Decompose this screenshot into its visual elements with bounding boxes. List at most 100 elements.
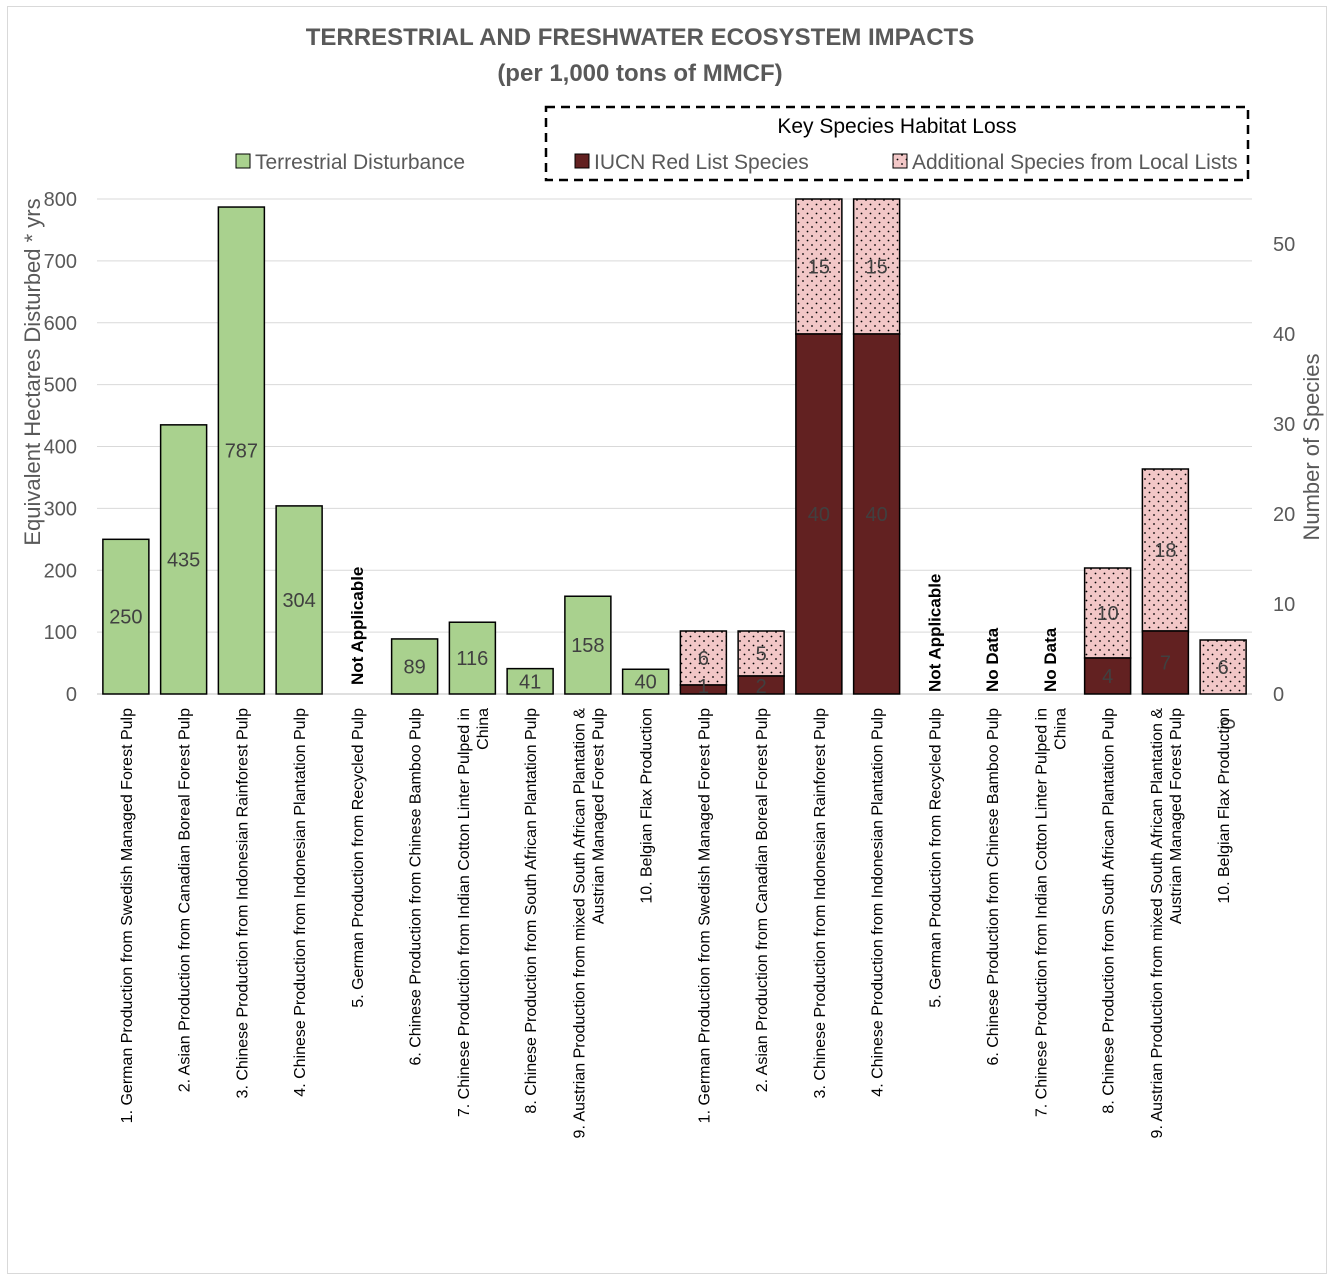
category-label: 6. Chinese Production from Chinese Bambo… (985, 708, 1002, 1066)
terrestrial-bar (506, 667, 554, 695)
iucn-species-bar (852, 333, 901, 695)
category-label: Austrian Managed Forest Pulp (590, 708, 607, 924)
terrestrial-note: Not Applicable (348, 567, 367, 685)
right-axis-ticks: 0 10 20 30 40 50 (1273, 234, 1295, 706)
iucn-species-bar (1141, 630, 1190, 695)
iucn-value-label: 2 (756, 676, 767, 698)
local-species-bar (1199, 639, 1247, 695)
terrestrial-bar (564, 595, 612, 695)
iucn-value-label: 40 (808, 504, 830, 526)
category-label: 2. Asian Production from Canadian Boreal… (177, 708, 194, 1092)
terrestrial-value-label: 158 (571, 635, 604, 657)
species-note: No Data (1041, 627, 1060, 692)
local-species-bar (679, 630, 728, 686)
terrestrial-value-label: 304 (282, 590, 315, 612)
iucn-value-label: 0 (1218, 718, 1240, 729)
category-label: 5. German Production from Recycled Pulp (350, 708, 367, 1008)
iucn-value-label: 7 (1160, 653, 1171, 675)
local-value-label: 6 (1218, 657, 1229, 679)
iucn-value-label: 40 (866, 504, 888, 526)
local-species-bar (795, 198, 843, 335)
species-note: No Data (983, 627, 1002, 692)
iucn-species-bar (679, 684, 728, 695)
terrestrial-bar (390, 638, 439, 695)
terrestrial-value-label: 250 (109, 607, 142, 629)
local-value-label: 5 (756, 644, 767, 666)
iucn-value-label: 4 (1102, 666, 1113, 688)
right-tick-label: 20 (1273, 504, 1295, 526)
left-tick-label: 100 (44, 622, 77, 644)
right-tick-label: 30 (1273, 414, 1295, 436)
iucn-species-bar (1083, 657, 1132, 695)
terrestrial-bar (217, 206, 266, 695)
left-tick-label: 400 (44, 437, 77, 459)
chart-frame (7, 6, 1327, 1274)
bar-notes: Not Applicable Not Applicable No Data No Da… (348, 567, 1060, 692)
gridlines (97, 198, 1252, 695)
terrestrial-value-label: 40 (635, 672, 657, 694)
category-label: 7. Chinese Production from Indian Cotton… (456, 708, 473, 1117)
category-label: 10. Belgian Flax Production (639, 708, 656, 904)
category-label: 1. German Production from Swedish Manage… (696, 708, 713, 1123)
legend-swatch-terrestrial (235, 153, 251, 169)
iucn-species-bar (795, 333, 843, 695)
local-species-bar (737, 630, 785, 677)
left-tick-label: 700 (44, 251, 77, 273)
category-label: 10. Belgian Flax Production (1216, 708, 1233, 904)
terrestrial-bar (448, 621, 497, 695)
legend-swatch-iucn (574, 153, 590, 169)
legend: Key Species Habitat Loss Terrestrial Dis… (235, 105, 1250, 182)
terrestrial-value-label: 787 (225, 441, 258, 463)
bars (102, 198, 1247, 695)
legend-group-box (544, 105, 1250, 182)
category-label: China (1052, 708, 1069, 750)
category-label: 9. Austrian Production from mixed South … (1149, 708, 1166, 1139)
terrestrial-value-label: 116 (456, 648, 488, 670)
local-species-bar (1083, 567, 1132, 659)
category-label: 4. Chinese Production from Indonesian Pl… (870, 708, 887, 1097)
right-tick-label: 10 (1273, 594, 1295, 616)
category-label: 1. German Production from Swedish Manage… (119, 708, 136, 1123)
category-label: 2. Asian Production from Canadian Boreal… (754, 708, 771, 1092)
category-label: 4. Chinese Production from Indonesian Pl… (292, 708, 309, 1097)
terrestrial-value-label: 435 (167, 549, 200, 571)
right-tick-label: 50 (1273, 234, 1295, 256)
right-tick-label: 40 (1273, 324, 1295, 346)
left-tick-label: 0 (66, 684, 77, 706)
legend-label-iucn: IUCN Red List Species (594, 151, 809, 174)
legend-group-title: Key Species Habitat Loss (777, 115, 1016, 138)
left-axis-label: Equivalent Hectares Disturbed * yrs (20, 198, 45, 545)
right-tick-label: 0 (1273, 684, 1284, 706)
terrestrial-bar (621, 668, 670, 695)
terrestrial-bar (275, 505, 323, 695)
left-axis-ticks: 0 100 200 300 400 500 600 700 800 (44, 189, 77, 706)
chart-title: TERRESTRIAL AND FRESHWATER ECOSYSTEM IMP… (306, 24, 974, 51)
local-value-label: 15 (866, 257, 888, 279)
category-label: Austrian Managed Forest Pulp (1168, 708, 1185, 924)
local-value-label: 6 (698, 648, 709, 670)
category-label: 5. German Production from Recycled Pulp (927, 708, 944, 1008)
local-value-label: 18 (1154, 540, 1176, 562)
left-tick-label: 300 (44, 498, 77, 520)
value-labels: 250 435 787 304 89 116 41 158 40 1 6 2 5 40 15 40 15 4 10 7… (109, 257, 1240, 730)
species-note: Not Applicable (925, 574, 944, 692)
terrestrial-value-label: 89 (404, 656, 426, 678)
category-label: 6. Chinese Production from Chinese Bambo… (408, 708, 425, 1066)
iucn-species-bar (737, 675, 785, 695)
category-label: 3. Chinese Production from Indonesian Ra… (234, 708, 251, 1099)
legend-swatch-local (892, 153, 908, 169)
left-tick-label: 800 (44, 189, 77, 211)
category-label: 3. Chinese Production from Indonesian Ra… (812, 708, 829, 1099)
left-tick-label: 500 (44, 375, 77, 397)
terrestrial-bar (102, 538, 150, 695)
category-label: 7. Chinese Production from Indian Cotton… (1033, 708, 1050, 1117)
terrestrial-bar (159, 424, 208, 695)
category-label: 9. Austrian Production from mixed South … (571, 708, 588, 1139)
category-labels: 1. German Production from Swedish Manage… (119, 708, 1233, 1139)
left-tick-label: 200 (44, 560, 77, 582)
terrestrial-value-label: 41 (519, 671, 541, 693)
right-axis-label: Number of Species (1299, 353, 1324, 540)
iucn-value-label: 1 (698, 676, 709, 698)
category-label: 8. Chinese Production from South African… (1101, 708, 1118, 1114)
